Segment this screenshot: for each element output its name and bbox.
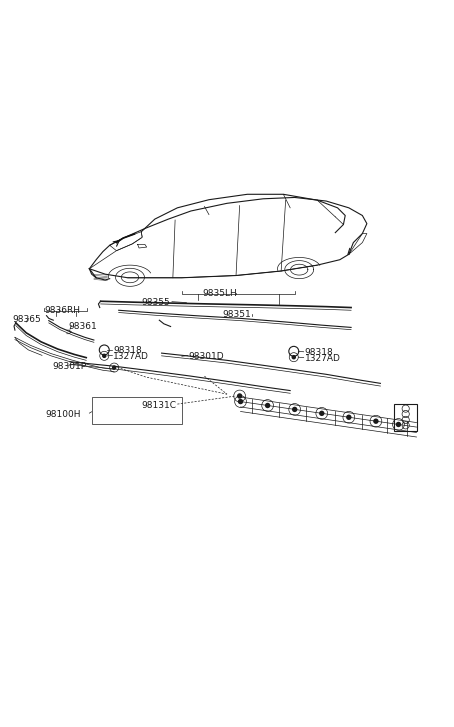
Text: 98301P: 98301P [52,362,86,371]
Circle shape [373,419,379,424]
Circle shape [265,403,270,408]
Text: 98318: 98318 [114,346,142,356]
Text: 98318: 98318 [305,348,333,357]
Text: 98100H: 98100H [45,409,81,419]
Circle shape [396,422,401,427]
Text: 98355: 98355 [141,298,170,307]
Circle shape [292,406,297,412]
Text: 98361: 98361 [68,322,97,331]
Text: 98301D: 98301D [189,352,224,361]
Text: 9836RH: 9836RH [44,306,80,315]
Text: 98351: 98351 [222,310,251,319]
Bar [92,398,182,425]
Text: 98365: 98365 [13,315,41,324]
Circle shape [319,411,325,416]
Bar [394,404,417,431]
Text: 98131C: 98131C [141,401,176,409]
Text: 1327AD: 1327AD [305,354,340,363]
Circle shape [346,414,351,420]
Circle shape [237,393,242,398]
Circle shape [112,365,116,370]
Text: 9835LH: 9835LH [202,289,237,298]
Circle shape [102,353,107,358]
Circle shape [238,399,243,404]
Text: 1327AD: 1327AD [114,352,149,361]
Circle shape [291,355,296,359]
